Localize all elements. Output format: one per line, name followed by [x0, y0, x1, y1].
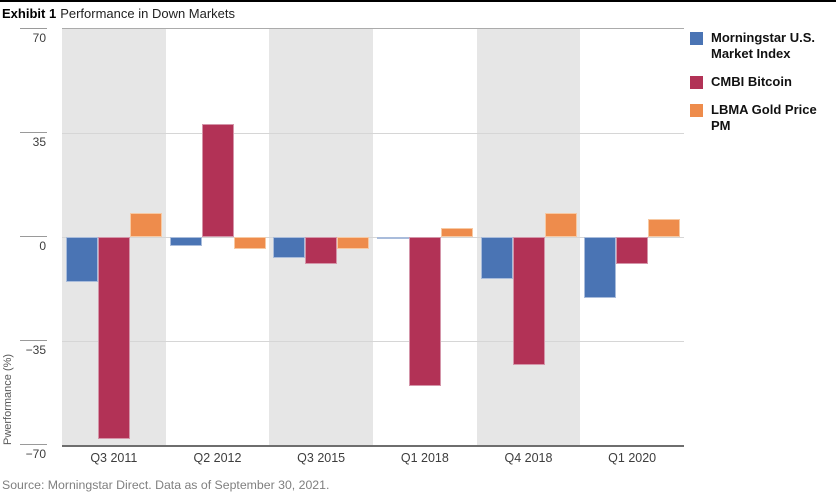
legend-item: Morningstar U.S. Market Index [690, 30, 836, 62]
legend-label: CMBI Bitcoin [711, 74, 792, 89]
y-tick [20, 236, 47, 237]
top-border-rule [0, 0, 836, 2]
legend-swatch-icon [690, 76, 703, 89]
bar-q1-2018-s1 [408, 237, 441, 386]
exhibit-number: Exhibit 1 [2, 6, 57, 21]
x-tick-label: Q3 2011 [90, 451, 138, 465]
legend-label: Morningstar U.S. Market Index [711, 30, 816, 61]
x-tick-label: Q4 2018 [504, 451, 553, 465]
y-tick [20, 444, 47, 445]
y-tick-label: −35 [25, 343, 46, 357]
legend-item: CMBI Bitcoin [690, 74, 836, 90]
bar-q1-2020-s2 [648, 219, 681, 237]
bar-q1-2020-s0 [584, 237, 617, 298]
bar-q1-2018-s2 [440, 228, 473, 237]
x-tick-label: Q1 2018 [400, 451, 449, 465]
y-tick-label: −70 [25, 447, 46, 461]
x-tick-label: Q3 2015 [297, 451, 346, 465]
source-note: Source: Morningstar Direct. Data as of S… [2, 478, 330, 492]
legend-label: LBMA Gold Price PM [711, 102, 817, 133]
plot-area [62, 28, 684, 447]
legend-swatch-icon [690, 32, 703, 45]
x-tick-label: Q2 2012 [193, 451, 242, 465]
legend-swatch-icon [690, 104, 703, 117]
y-tick [20, 340, 47, 341]
bar-q3-2011-s1 [97, 237, 130, 440]
bar-q3-2015-s0 [273, 237, 306, 258]
y-tick-label: 0 [39, 239, 46, 253]
chart-legend: Morningstar U.S. Market Index CMBI Bitcoi… [690, 30, 836, 146]
bar-q1-2020-s1 [616, 237, 649, 264]
x-tick-label: Q1 2020 [608, 451, 657, 465]
bar-q4-2018-s1 [512, 237, 545, 365]
grid-line [62, 340, 684, 342]
bar-q3-2011-s0 [65, 237, 98, 282]
exhibit-title: Performance in Down Markets [60, 6, 236, 21]
bar-q2-2012-s1 [201, 124, 234, 237]
bar-q1-2018-s0 [376, 237, 409, 239]
y-tick-label: 35 [32, 135, 46, 149]
y-axis-title: Pwerformance (%) [2, 353, 14, 445]
bar-q4-2018-s0 [480, 237, 513, 279]
legend-item: LBMA Gold Price PM [690, 102, 836, 134]
bar-q3-2011-s2 [129, 213, 162, 237]
y-tick [20, 28, 47, 29]
bar-q3-2015-s2 [337, 237, 370, 249]
bar-q2-2012-s2 [233, 237, 266, 249]
bar-q3-2015-s1 [305, 237, 338, 264]
bar-q2-2012-s0 [169, 237, 202, 246]
y-tick-label: 70 [32, 31, 46, 45]
exhibit-header: Exhibit 1 Performance in Down Markets [2, 6, 235, 21]
y-tick [20, 132, 47, 133]
grid-line [62, 236, 684, 238]
bar-q4-2018-s2 [544, 213, 577, 237]
grid-line [62, 132, 684, 134]
